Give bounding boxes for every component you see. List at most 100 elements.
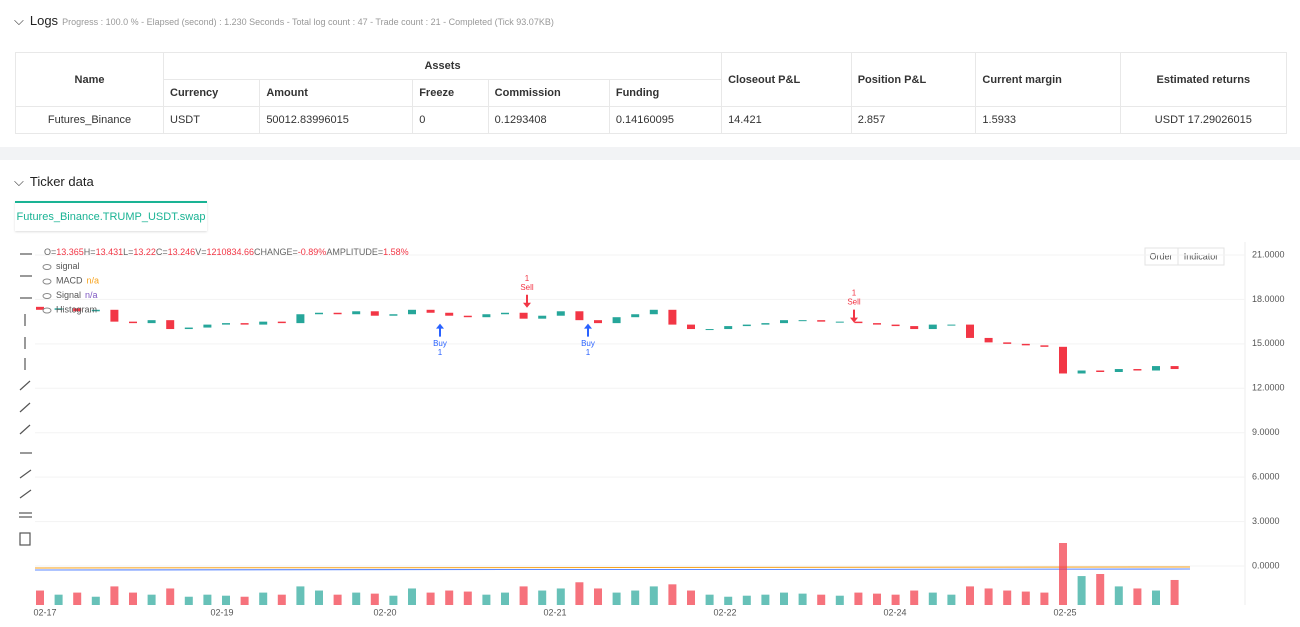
x-tick-label: 02-21 <box>543 607 566 617</box>
candle <box>519 312 528 319</box>
candle <box>501 312 509 315</box>
candle <box>966 324 974 338</box>
ticker-header[interactable]: ⌵ Ticker data <box>14 174 94 189</box>
eye-icon <box>42 278 52 285</box>
cell: 0 <box>412 106 489 134</box>
th: Freeze <box>412 79 489 107</box>
volume-bar <box>333 594 342 605</box>
candle <box>798 320 807 322</box>
volume-bar <box>203 594 212 605</box>
candle <box>594 320 602 324</box>
signal-qty: 1 <box>438 348 443 357</box>
volume-bar <box>1059 543 1067 605</box>
volume-bar <box>705 594 714 605</box>
candle <box>203 324 212 328</box>
y-tick-label: 0.0000 <box>1252 560 1280 570</box>
candle <box>315 312 323 315</box>
candle <box>73 308 82 312</box>
volume-bar <box>129 592 137 605</box>
candle <box>184 327 193 330</box>
volume-bar <box>854 592 863 605</box>
x-tick-label: 02-22 <box>713 607 736 617</box>
legend-name: Signal <box>56 290 81 300</box>
candle <box>984 337 993 343</box>
signal-qty: 1 <box>852 289 857 298</box>
candle <box>612 317 621 324</box>
candle <box>910 326 919 330</box>
volume-bar <box>352 592 361 605</box>
ticker-title: Ticker data <box>29 174 94 189</box>
th: Name <box>15 52 164 107</box>
th: Position P&L <box>850 52 977 107</box>
candle <box>222 323 230 325</box>
y-tick-label: 6.0000 <box>1252 472 1280 482</box>
candle <box>445 312 454 316</box>
volume-bar <box>463 591 472 605</box>
candle <box>538 315 547 319</box>
candle <box>259 321 268 325</box>
toolbar <box>19 253 32 546</box>
volume-bar <box>780 592 788 605</box>
volume-bar <box>575 582 584 605</box>
eye-icon <box>42 264 52 270</box>
separator <box>0 147 1300 160</box>
cell: 1.5933 <box>975 106 1121 134</box>
candle <box>1152 366 1160 371</box>
ohlc-label: AMPLITUDE= <box>326 247 383 257</box>
candle <box>166 320 175 330</box>
legend-item: Signal n/a <box>56 290 98 300</box>
candle <box>947 324 956 326</box>
candle <box>36 306 44 310</box>
volume-bar <box>928 592 937 605</box>
cell: 50012.83996015 <box>259 106 414 134</box>
volume-bar <box>370 593 379 605</box>
candle <box>705 329 714 331</box>
volume-bar <box>835 595 844 605</box>
cell: 0.14160095 <box>608 106 723 134</box>
candle <box>147 320 156 324</box>
volume-bar <box>538 590 547 605</box>
buy-arrow <box>584 323 592 337</box>
candle <box>54 308 63 310</box>
x-tick-label: 02-25 <box>1053 607 1076 617</box>
y-tick-label: 9.0000 <box>1252 427 1280 437</box>
candle <box>352 311 361 315</box>
volume-bar <box>724 596 733 605</box>
candle <box>780 320 788 324</box>
logs-header[interactable]: ⌵ Logs Progress : 100.0 % - Elapsed (secon… <box>14 13 554 28</box>
legend-value: n/a <box>85 290 98 300</box>
ohlc-label: C= <box>156 247 168 257</box>
volume-bar <box>1170 579 1179 605</box>
candle <box>277 321 286 324</box>
th: Assets <box>162 52 723 80</box>
ohlc-value: 13.246 <box>168 247 196 257</box>
candle <box>370 311 379 316</box>
candle <box>1096 370 1105 372</box>
sell-arrow <box>523 294 531 308</box>
candle <box>761 323 770 325</box>
button-label: Indicator <box>1184 251 1219 261</box>
ohlc-value: 13.22 <box>133 247 156 257</box>
volume-bar <box>240 596 249 605</box>
volume-bar <box>910 590 919 605</box>
volume-bar <box>482 594 491 605</box>
volume-bar <box>1077 576 1086 605</box>
volume-bar <box>166 588 175 605</box>
ohlc-label: O= <box>44 247 56 257</box>
symbol-tab[interactable]: Futures_Binance.TRUMP_USDT.swap <box>15 201 207 231</box>
cell: Futures_Binance <box>15 106 164 134</box>
volume-bar <box>668 584 677 605</box>
volume-bar <box>1040 592 1049 605</box>
volume-bar <box>91 596 100 605</box>
ohlc-label: V= <box>195 247 206 257</box>
volume-bar <box>110 586 119 605</box>
candle <box>91 309 100 312</box>
buy-arrow <box>436 323 444 337</box>
indicator-button[interactable] <box>1177 247 1225 266</box>
candle <box>1059 346 1067 374</box>
signal-line <box>34 568 1191 571</box>
legend-item: Histogram <box>56 305 97 315</box>
y-tick-label: 15.0000 <box>1252 338 1285 348</box>
volume-bar <box>501 592 509 605</box>
volume-bar <box>184 596 193 605</box>
